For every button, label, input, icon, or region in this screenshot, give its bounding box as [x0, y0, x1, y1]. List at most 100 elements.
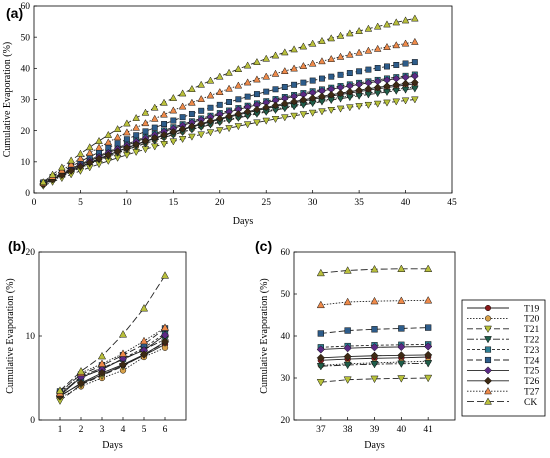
data-point-ck: [215, 72, 224, 80]
data-point-ck: [318, 36, 326, 44]
data-point-t26: [336, 89, 345, 98]
data-point-t24: [151, 124, 158, 131]
data-point-t24: [371, 326, 378, 333]
data-point-t21: [197, 131, 205, 139]
y-tick-label: 30: [21, 96, 31, 106]
data-point-ck: [370, 264, 379, 273]
data-point-t26: [85, 158, 94, 167]
series-t22: [316, 360, 433, 371]
data-point-ck: [132, 113, 140, 121]
legend-item-t21: T21: [467, 325, 540, 335]
legend-label: T24: [524, 356, 540, 366]
data-point-t26: [299, 95, 308, 104]
data-point-ck: [160, 98, 168, 106]
x-tick-label: 20: [215, 198, 225, 208]
data-point-t27: [197, 94, 205, 102]
data-point-t26: [150, 134, 159, 142]
data-point-ck: [262, 54, 271, 62]
data-point-t26: [271, 101, 280, 110]
data-point-ck: [299, 42, 308, 50]
series-line-t23: [59, 333, 166, 394]
data-point-t21: [253, 119, 261, 127]
data-point-t22: [373, 90, 382, 98]
data-point-t25: [343, 344, 352, 353]
y-tick-label: 0: [25, 189, 30, 199]
x-tick-label: 37: [316, 425, 326, 435]
legend-label: T26: [524, 377, 540, 387]
data-point-t24: [207, 104, 214, 111]
legend-label: T23: [524, 346, 540, 356]
legend-item-ck: CK: [467, 397, 537, 408]
legend-box: [461, 299, 546, 417]
data-point-t24: [291, 81, 298, 88]
data-point-t26: [397, 351, 406, 360]
data-point-t27: [281, 67, 289, 75]
legend-label: T21: [524, 325, 540, 335]
data-point-t27: [336, 52, 345, 60]
x-tick-label: 41: [423, 425, 433, 435]
data-point-t24: [317, 330, 324, 337]
series-t19: [40, 80, 418, 187]
data-point-t24: [216, 101, 223, 108]
legend-item-t23: T23: [467, 346, 540, 356]
data-point-ck: [67, 156, 75, 164]
series-t27: [39, 37, 419, 186]
data-point-t26: [58, 171, 66, 179]
chart-panel-a: (a) 0 5 10 15 20 25 30 35 40 45 0 10 20 30 40 50 60 Days Cu…: [2, 2, 457, 227]
data-point-t26: [197, 119, 206, 128]
data-point-t24: [272, 86, 279, 93]
x-tick-label: 5: [78, 198, 83, 208]
data-point-t24: [281, 84, 288, 90]
data-point-t26: [262, 103, 271, 112]
data-point-t27: [97, 359, 107, 367]
data-point-ck: [104, 130, 113, 138]
data-point-t27: [271, 69, 280, 77]
data-point-t27: [424, 296, 433, 304]
data-point-t21: [141, 146, 150, 154]
data-point-t21: [262, 117, 271, 125]
data-point-ck: [76, 149, 85, 157]
data-point-t27: [318, 57, 326, 65]
data-point-t24: [309, 77, 316, 84]
data-point-t21: [308, 109, 317, 117]
data-point-t21: [346, 104, 354, 112]
series-t26: [316, 350, 433, 362]
data-point-t21: [401, 97, 410, 105]
data-point-t22: [316, 363, 325, 371]
data-point-t27: [316, 300, 325, 309]
panel-label: (a): [6, 5, 23, 21]
data-point-t26: [392, 80, 401, 89]
data-point-t24: [402, 60, 409, 67]
series-t20: [56, 344, 169, 402]
data-point-t26: [401, 79, 410, 88]
data-point-t24: [123, 136, 130, 143]
legend-item-t26: T26: [467, 376, 540, 387]
data-point-t27: [364, 46, 373, 54]
data-point-t24: [346, 70, 353, 76]
data-point-t27: [118, 349, 128, 357]
data-point-t24: [226, 99, 233, 105]
data-point-t21: [243, 121, 252, 129]
data-point-t24: [393, 62, 400, 68]
data-point-t26: [355, 86, 363, 95]
data-point-t24: [161, 121, 167, 127]
y-tick-label: 20: [26, 248, 36, 258]
data-point-t21: [343, 376, 352, 384]
y-tick-label: 60: [21, 2, 31, 12]
data-point-t27: [243, 78, 252, 86]
data-point-t27: [150, 114, 159, 122]
data-point-t27: [160, 323, 170, 331]
series-line-ck: [59, 275, 166, 391]
legend-label: T19: [524, 304, 540, 314]
data-point-ck: [383, 20, 391, 28]
data-point-t21: [397, 375, 406, 383]
y-tick-label: 40: [281, 332, 291, 342]
chart-panel-c: (c) 37 38 39 40 41 20 30 40 50 60 Days Cumulative Ev…: [255, 238, 456, 451]
data-point-t26: [97, 368, 107, 378]
data-point-ck: [234, 65, 243, 73]
legend-item-t24: T24: [467, 356, 540, 366]
data-point-t26: [234, 110, 243, 118]
data-point-t27: [343, 297, 352, 306]
